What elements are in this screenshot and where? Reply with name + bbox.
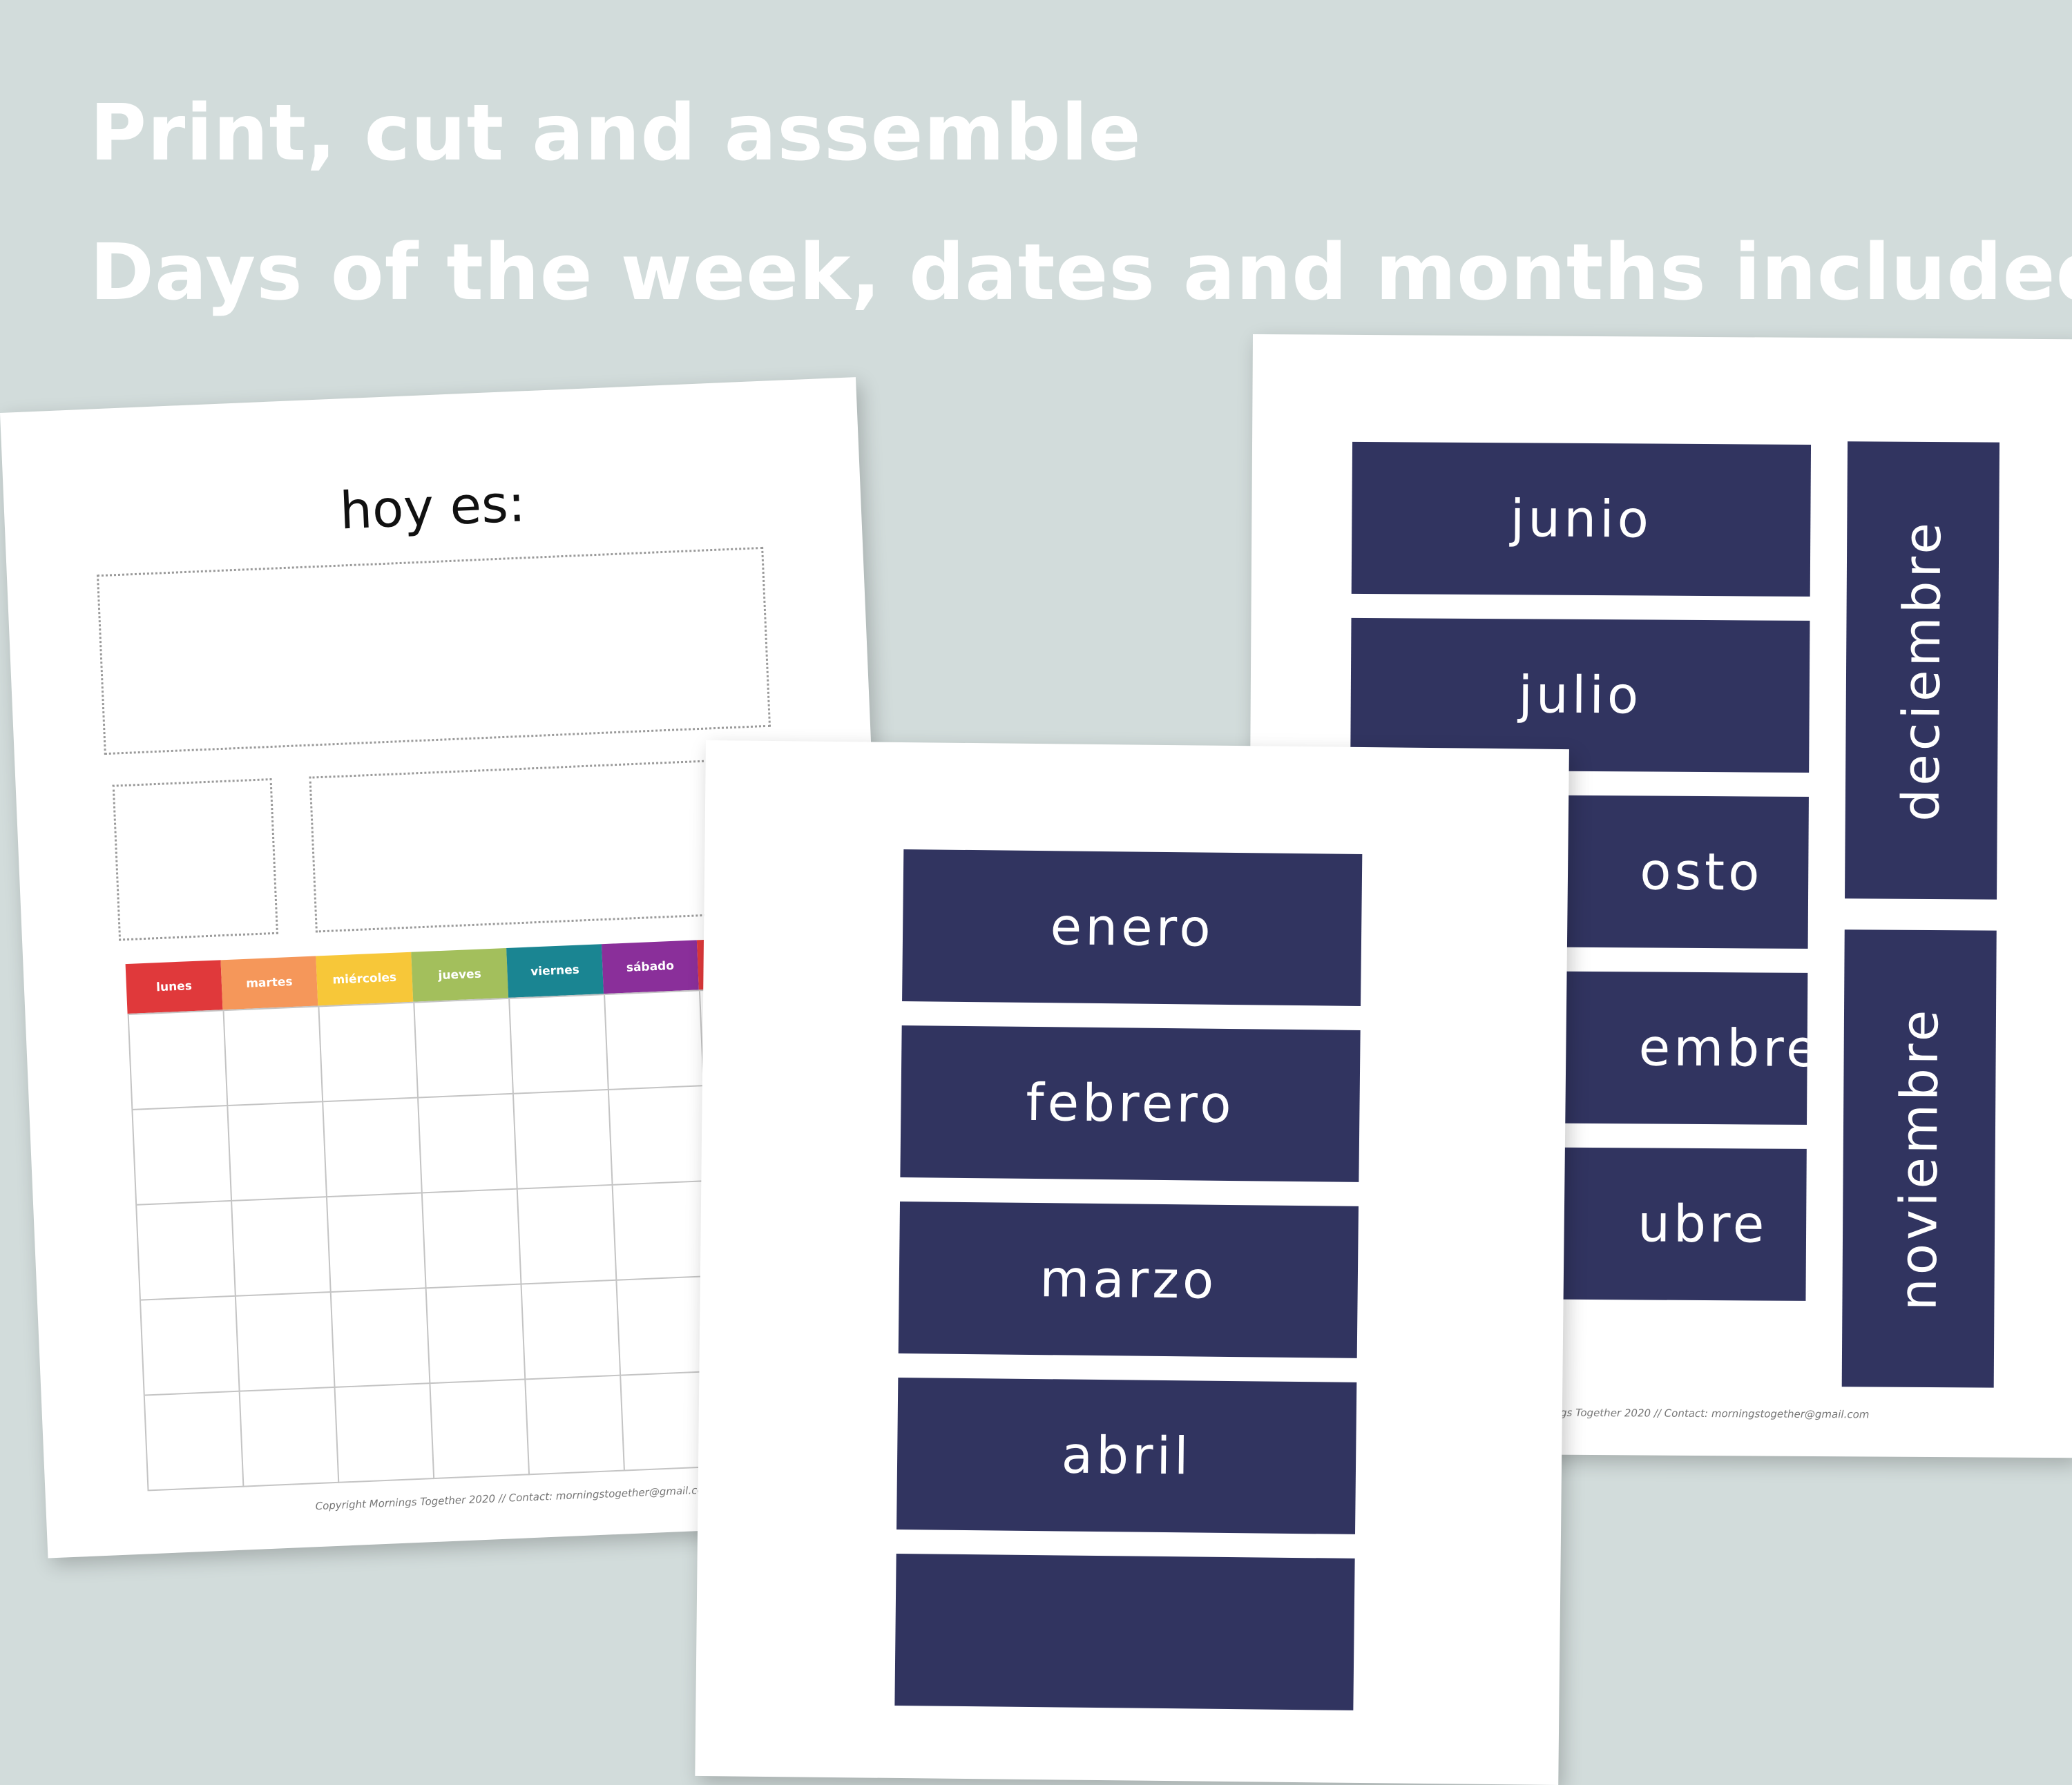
calendar-cell [137,1201,236,1301]
calendar-cell [605,991,704,1090]
calendar-cell [414,998,514,1099]
calendar-cell [526,1376,625,1476]
calendar-cell [133,1106,233,1206]
month-card-deciembre: deciembre [1845,441,2000,900]
calendar-cell [613,1181,713,1281]
day-number-box [112,778,278,941]
month-card-junio: junio [1351,441,1812,597]
headline-line-2: Days of the week, dates and months inclu… [90,228,2072,318]
calendar-cell [327,1193,427,1293]
calendar-cell [240,1387,340,1487]
month-card-marzo: marzo [898,1201,1359,1358]
calendar-cell [323,1098,423,1198]
month-card-noviembre: noviembre [1841,929,1997,1388]
copyright-text: Copyright Mornings Together 2020 // Cont… [315,1483,714,1513]
weekday-miercoles: miércoles [316,952,414,1006]
month-card-abril: abril [896,1377,1357,1534]
weekday-martes: martes [220,956,318,1010]
calendar-cell [419,1094,518,1194]
months-sheet-front: enero febrero marzo abril mayo [695,740,1569,1785]
month-card-febrero: febrero [900,1025,1361,1182]
calendar-cell [228,1102,327,1202]
calendar-cell [510,995,609,1094]
month-label-deciembre: deciembre [1891,519,1953,822]
calendar-title: hoy es: [338,474,527,541]
calendar-cell [521,1280,622,1380]
calendar-cell [128,1011,229,1110]
weekday-lunes: lunes [125,960,223,1014]
calendar-cell [331,1289,431,1388]
calendar-cell [430,1380,530,1480]
calendar-cell [232,1197,332,1297]
month-label-noviembre: noviembre [1888,1006,1950,1311]
weekday-viernes: viernes [506,944,604,998]
calendar-cell [335,1384,435,1483]
month-card-enero: enero [902,849,1363,1006]
calendar-cell [224,1007,324,1107]
calendar-cell [141,1296,240,1396]
back-sheet-footer: ornings Together 2020 // Contact: mornin… [1533,1406,1870,1421]
date-cutout-box [96,546,771,755]
calendar-cell [236,1293,336,1392]
calendar-cell [144,1391,244,1492]
headline-line-1: Print, cut and assemble [90,88,1142,178]
calendar-cell [426,1284,526,1384]
month-card-mayo: mayo [894,1553,1355,1710]
calendar-cell [608,1086,709,1186]
calendar-cell [517,1185,617,1285]
weekday-sabado: sábado [601,940,699,994]
calendar-cell [513,1090,613,1190]
calendar-cell [422,1189,522,1289]
weekday-jueves: jueves [411,947,509,1002]
calendar-cell [319,1003,419,1103]
